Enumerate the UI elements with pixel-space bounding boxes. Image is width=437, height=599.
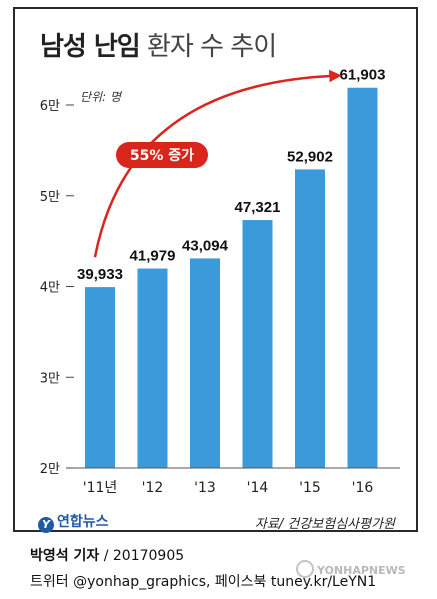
data-label: 47,321 [235, 199, 281, 216]
y-tick-label: 5만 [40, 190, 60, 205]
source-note: 자료/ 건강보험심사평가원 [254, 517, 395, 532]
chart-title-bold: 남성 난임 [40, 32, 141, 62]
reporter-date: / 20170905 [99, 548, 185, 564]
y-tick-label: 6만 [40, 99, 60, 114]
bar [347, 87, 378, 468]
x-tick-label: '14 [247, 480, 269, 496]
yonhap-logo-text: 연합뉴스 [57, 514, 109, 530]
reporter-name: 박영석 기자 [30, 548, 100, 564]
bar [242, 220, 273, 468]
yonhap-logo-mark: Y [38, 517, 54, 533]
growth-badge-label: 55% 증가 [130, 148, 194, 164]
x-tick-label: '15 [299, 480, 321, 496]
reporter-credit: 박영석 기자 / 20170905 [30, 545, 184, 565]
chart-title-light: 환자 수 추이 [147, 32, 277, 62]
watermark-text: YONHAPNEWS [317, 564, 406, 577]
y-tick-label: 3만 [40, 371, 60, 386]
bar [85, 287, 115, 468]
y-tick-label: 4만 [40, 281, 60, 296]
x-tick-label: '11년 [83, 480, 118, 496]
data-label: 39,933 [77, 266, 123, 283]
y-tick-label: 2만 [40, 462, 60, 477]
unit-note: 단위: 명 [80, 90, 123, 104]
data-label: 41,979 [130, 248, 176, 265]
data-label: 52,902 [287, 148, 333, 165]
x-tick-label: '16 [352, 480, 374, 496]
x-tick-label: '13 [194, 480, 216, 496]
watermark-circle-icon [296, 560, 314, 578]
growth-badge [116, 142, 208, 168]
yonhap-logo: Y 연합뉴스 [38, 511, 109, 533]
watermark: YONHAPNEWS [296, 560, 406, 578]
x-tick-label: '12 [142, 480, 164, 496]
growth-arrow [93, 69, 342, 258]
chart-title: 남성 난임 환자 수 추이 [40, 26, 277, 63]
data-label: 61,903 [340, 67, 386, 84]
bar [190, 258, 220, 468]
bar [137, 268, 168, 468]
bar [295, 169, 325, 468]
social-credit: 트위터 @yonhap_graphics, 페이스북 tuney.kr/LeYN… [30, 574, 377, 590]
data-label: 43,094 [182, 237, 229, 254]
